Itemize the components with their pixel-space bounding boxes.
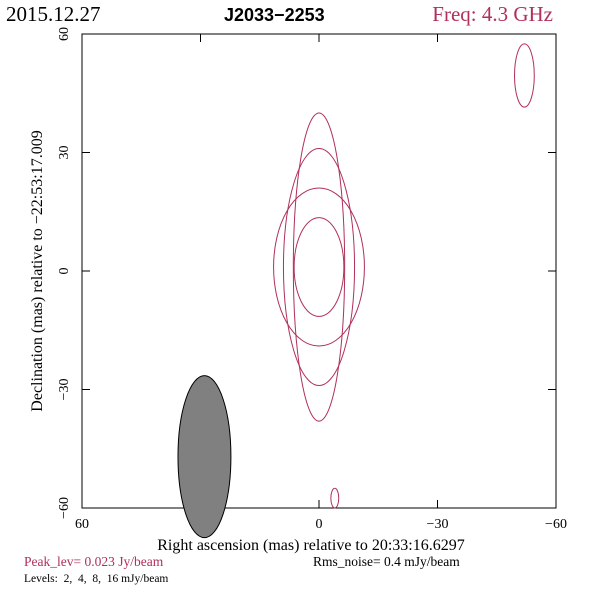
contour-ellipse	[293, 217, 345, 317]
contour-ellipse	[514, 43, 535, 108]
x-tick-label: −30	[427, 517, 449, 532]
x-tick-label: 0	[316, 517, 323, 532]
contour-levels: Levels: 2, 4, 8, 16 mJy/beam	[24, 573, 168, 585]
x-tick-label: 60	[75, 517, 89, 532]
y-tick-label: 60	[57, 27, 72, 41]
contour-ellipse	[273, 187, 365, 347]
plot-frame	[81, 33, 557, 509]
rms-noise: Rms_noise= 0.4 mJy/beam	[313, 554, 460, 569]
y-tick-label: −60	[57, 497, 72, 519]
y-tick-label: −30	[57, 379, 72, 401]
x-axis-label: Right ascension (mas) relative to 20:33:…	[157, 537, 465, 554]
peak-level: Peak_lev= 0.023 Jy/beam	[24, 554, 164, 569]
observation-date: 2015.12.27	[6, 2, 101, 26]
y-axis-label: Declination (mas) relative to −22:53:17.…	[29, 130, 46, 411]
y-tick-label: 30	[57, 146, 72, 160]
contour-layer	[273, 43, 535, 509]
beam-ellipse	[177, 375, 232, 539]
source-name: J2033−2253	[224, 5, 325, 25]
x-tick-label: −60	[545, 517, 567, 532]
contour-ellipse	[292, 112, 346, 422]
y-ticks: −60 −30 0 30 60	[57, 27, 556, 519]
beam-layer	[177, 375, 232, 539]
frequency-label: Freq: 4.3 GHz	[432, 2, 553, 26]
x-ticks: 60300−30−60	[75, 34, 567, 532]
contour-ellipse	[282, 148, 356, 387]
contour-ellipse	[330, 487, 340, 509]
y-tick-label: 0	[57, 268, 72, 275]
